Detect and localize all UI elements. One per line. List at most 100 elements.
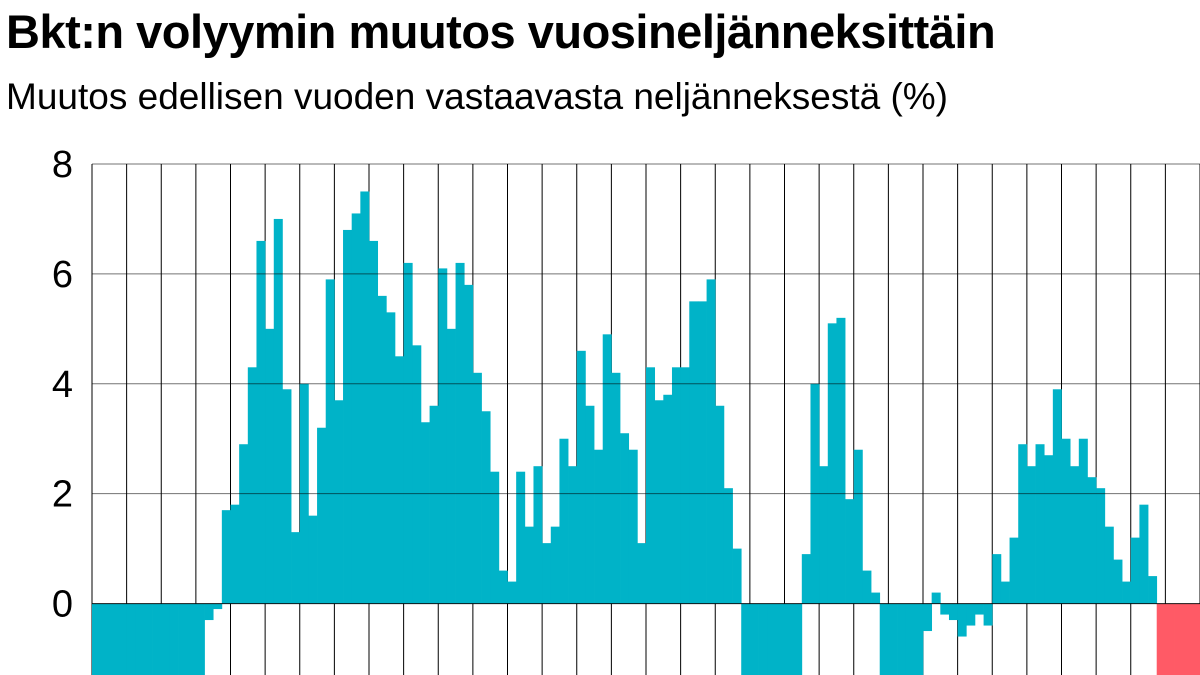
bar [914,603,924,675]
bar [732,548,742,604]
bar [351,213,361,604]
bar [983,603,993,626]
bar [827,323,837,604]
chart-title: Bkt:n volyymin muutos vuosineljänneksitt… [6,5,996,58]
chart-subtitle: Muutos edellisen vuoden vastaavasta nelj… [6,76,949,117]
bar [126,603,136,675]
bar [195,603,205,675]
bar [169,603,179,675]
bar [723,488,733,604]
bar [801,554,811,604]
bar [819,466,829,604]
bar [767,603,777,675]
bar [308,515,318,604]
bar [948,603,958,621]
y-tick-label: 8 [52,144,73,186]
bar [1096,488,1106,604]
bar [221,510,231,604]
bar [1104,526,1114,604]
bar [697,301,707,604]
bar [602,334,612,604]
horizontal-gridlines [92,163,1200,605]
bar [343,229,353,604]
bar [775,603,785,675]
bar-highlight [1174,603,1184,675]
bar [472,372,482,604]
bar [905,603,915,675]
bar [992,554,1002,604]
bar [671,367,681,604]
bar [481,411,491,604]
bar [568,466,578,604]
bar [845,499,855,604]
bar [533,466,543,604]
bar [871,592,881,604]
bar [187,603,197,675]
bar [273,218,283,604]
bar [230,504,240,604]
bar [386,312,396,604]
bar [758,603,768,675]
bar-highlight [1182,603,1192,675]
bar [931,592,941,604]
bar [403,262,413,604]
bar [455,262,465,604]
bar [576,350,586,604]
bar [247,367,257,604]
bar [663,394,673,604]
bar [143,603,153,675]
bar [1070,466,1080,604]
bar [1052,389,1062,604]
bar-highlight [1191,603,1200,675]
bar [446,328,456,604]
bar [1044,455,1054,604]
bar [680,367,690,604]
bar [507,581,517,604]
bar [377,295,387,604]
bar [317,427,327,604]
bar [957,603,967,637]
bar [646,367,656,604]
bars [92,191,1200,675]
y-tick-label: 0 [52,584,73,626]
bar [1148,576,1158,604]
bar [412,345,422,604]
bar [1018,444,1028,604]
bar [689,301,699,604]
bar [897,603,907,675]
bar [853,449,863,604]
bar [836,317,846,604]
bar [862,570,872,604]
bar [291,532,301,604]
bar [706,279,716,604]
bar [135,603,145,675]
bar [550,526,560,604]
bar [940,603,950,615]
bar [117,603,127,675]
y-tick-label: 2 [52,474,73,516]
bar [654,400,664,604]
bar [369,240,379,604]
bar [879,603,889,675]
bar [793,603,803,675]
bar [92,603,102,675]
bar [325,279,335,604]
bar [741,603,751,675]
bar [594,449,604,604]
bar [152,603,162,675]
bar [464,284,474,604]
bar [265,328,275,604]
bar [888,603,898,675]
bar [438,268,448,604]
bar [256,240,266,604]
bar [1035,444,1045,604]
y-axis-ticks: 0 2 4 6 8 [52,144,73,626]
bar [1139,504,1149,604]
bar [611,372,621,604]
bar [109,603,119,675]
bar [715,405,725,604]
bar [1009,537,1019,604]
bar [923,603,933,632]
bar [429,405,439,604]
bar [334,400,344,604]
